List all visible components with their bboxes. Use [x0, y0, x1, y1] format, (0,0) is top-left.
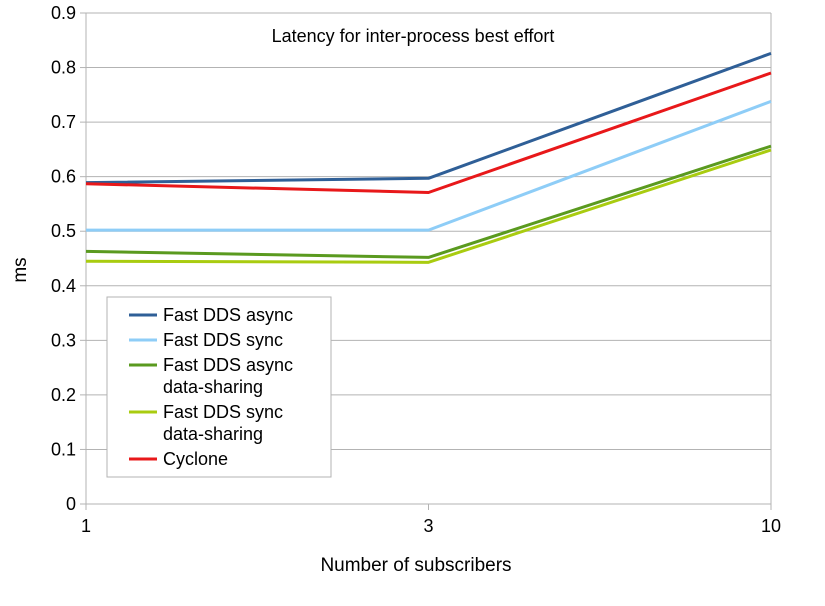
- x-tick-label: 10: [761, 516, 781, 536]
- series-lines: [85, 51, 772, 264]
- legend-label-1: Fast DDS async: [163, 305, 293, 325]
- legend-label-2: Fast DDS sync: [163, 330, 283, 350]
- y-tick-label: 0.5: [51, 221, 76, 241]
- y-tick-labels: 0 0.1 0.2 0.3 0.4 0.5 0.6 0.7 0.8 0.9: [51, 3, 76, 514]
- y-tick-label: 0.9: [51, 3, 76, 23]
- x-tick-label: 1: [81, 516, 91, 536]
- y-tick-label: 0.8: [51, 58, 76, 78]
- y-axis-title: ms: [10, 257, 31, 282]
- legend-label-3: Fast DDS async data-sharing: [163, 355, 293, 397]
- series-line-4: [85, 148, 772, 264]
- y-tick-label: 0.3: [51, 330, 76, 350]
- chart-title: Latency for inter-process best effort: [272, 26, 555, 46]
- y-tick-label: 0.4: [51, 276, 76, 296]
- legend-box: [106, 296, 332, 478]
- axes: [80, 12, 772, 510]
- legend-label-5: Cyclone: [163, 449, 228, 469]
- series-line-5: [85, 71, 772, 194]
- x-axis-title: Number of subscribers: [320, 555, 511, 576]
- y-tick-label: 0.7: [51, 112, 76, 132]
- legend-label-4: Fast DDS sync data-sharing: [163, 402, 283, 444]
- y-tick-label: 0: [66, 494, 76, 514]
- y-tick-label: 0.2: [51, 385, 76, 405]
- series-line-2: [86, 99, 772, 232]
- y-tick-label: 0.1: [51, 439, 76, 459]
- x-tick-label: 3: [423, 516, 433, 536]
- series-line-1: [85, 51, 772, 185]
- legend: Fast DDS async Fast DDS sync Fast DDS asyn…: [106, 296, 332, 478]
- x-tick-labels: 1 3 10: [81, 516, 781, 536]
- y-tick-label: 0.6: [51, 167, 76, 187]
- series-line-3: [85, 144, 772, 259]
